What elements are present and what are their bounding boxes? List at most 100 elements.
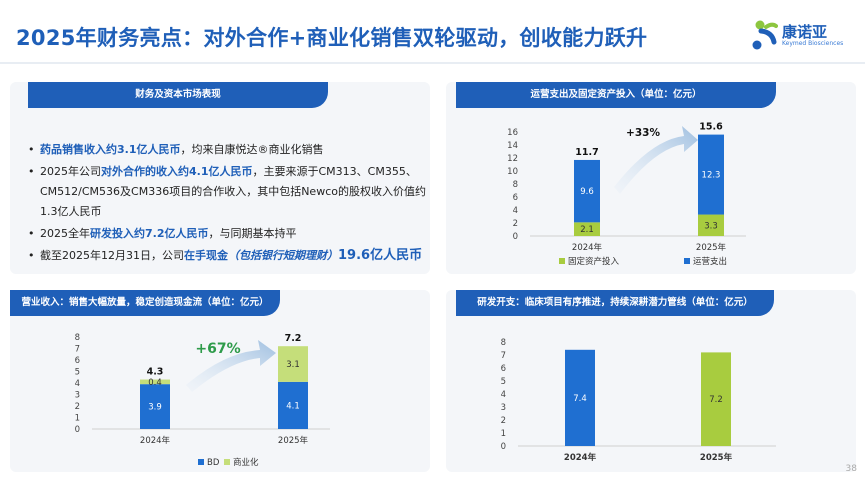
bar-value-label: 0.4 xyxy=(148,378,162,388)
y-tick-label: 8 xyxy=(513,180,518,190)
y-tick-label: 6 xyxy=(75,356,80,366)
panel-rd: 研发开支：临床项目有序推进，持续深耕潜力管线（单位：亿元） 0 1 2 3 4 5 6 7 8 7… xyxy=(446,290,856,472)
y-tick-label: 4 xyxy=(501,390,506,400)
legend-swatch xyxy=(684,258,690,264)
logo-name: 康诺亚 xyxy=(782,23,828,41)
company-logo: 康诺亚 Keymed Biosciences xyxy=(752,14,852,58)
bar-value-label: 9.6 xyxy=(580,187,594,197)
legend-label: 固定资产投入 xyxy=(568,256,620,267)
x-tick-label: 2024年 xyxy=(572,242,603,253)
legend-label: BD xyxy=(207,458,220,468)
bar-value-label: 7.2 xyxy=(709,395,723,405)
logo-subtitle: Keymed Biosciences xyxy=(782,40,844,47)
bar-value-label: 3.9 xyxy=(148,403,162,413)
bullet-cash-highlight: 在手现金 xyxy=(184,249,228,262)
x-tick-label: 2025年 xyxy=(696,242,727,253)
y-tick-label: 1 xyxy=(501,429,506,439)
bullet-collab-pre: 2025年公司 xyxy=(40,165,101,178)
header-divider xyxy=(0,62,865,64)
bullet-rd-highlight: 研发投入约7.2亿人民币 xyxy=(90,227,209,240)
legend-swatch xyxy=(559,258,565,264)
bullet-rd-text: ，与同期基本持平 xyxy=(208,227,297,240)
bar-value-label: 3.3 xyxy=(704,221,718,231)
bar-BD xyxy=(140,384,170,429)
y-tick-label: 2 xyxy=(75,402,80,412)
panel-financial: 财务及资本市场表现 药品销售收入约3.1亿人民币，均来自康悦达®商业化销售 20… xyxy=(10,82,430,274)
bar-total-label: 4.3 xyxy=(147,367,164,378)
bar-value-label: 12.3 xyxy=(702,171,721,181)
bullet-cash-pre: 截至2025年12月31日，公司 xyxy=(40,249,184,262)
y-tick-label: 7 xyxy=(501,351,506,361)
legend-label: 商业化 xyxy=(233,457,259,468)
bullet-collab-highlight: 对外合作的收入约4.1亿人民币 xyxy=(101,165,253,178)
legend-label: 运营支出 xyxy=(693,256,727,267)
panel-opex: 运营支出及固定资产投入（单位：亿元） 0 2 4 6 8 10 12 14 16 2.1 9.6 11… xyxy=(446,82,856,274)
bar-value-label: 3.1 xyxy=(286,360,300,370)
bar-value-label: 7.4 xyxy=(573,394,587,404)
bullet-collab-text: ，主要来源于CM313、CM355、CM512/CM536及CM336项目的合作… xyxy=(40,165,426,218)
y-tick-label: 3 xyxy=(75,391,80,401)
bar-固定资产投入 xyxy=(698,214,724,236)
bullet-sales: 药品销售收入约3.1亿人民币，均来自康悦达®商业化销售 xyxy=(28,140,428,160)
logo-mark-icon xyxy=(752,20,778,50)
revenue-chart: 01 23 45 67 8 3.9 0.44.3 2024年 4.1 3.1 7.2 2025年 BD 商… xyxy=(75,333,330,468)
y-tick-label: 0 xyxy=(501,442,506,452)
bar xyxy=(565,349,595,446)
y-tick-label: 14 xyxy=(507,141,518,151)
x-tick-label: 2025年 xyxy=(278,435,309,446)
bullet-collab: 2025年公司对外合作的收入约4.1亿人民币，主要来源于CM313、CM355、… xyxy=(28,162,428,222)
bar-total-label: 15.6 xyxy=(699,122,723,133)
y-tick-label: 5 xyxy=(501,377,506,387)
bullet-sales-highlight: 药品销售收入约3.1亿人民币 xyxy=(40,143,181,156)
bar-value-label: 4.1 xyxy=(286,401,300,411)
panel-revenue-title: 营业收入：销售大幅放量，稳定创造现金流（单位：亿元） xyxy=(10,290,280,316)
bar-BD xyxy=(278,381,308,429)
panel-revenue: 营业收入：销售大幅放量，稳定创造现金流（单位：亿元） 0 1 2 3 4 5 6 7 8 3.9 0… xyxy=(10,290,430,472)
panel-opex-title: 运营支出及固定资产投入（单位：亿元） xyxy=(456,82,776,108)
y-tick-label: 7 xyxy=(75,345,80,355)
bullet-sales-text: ，均来自康悦达®商业化销售 xyxy=(180,143,324,156)
bullet-cash-amount: 19.6亿人民币 xyxy=(338,248,423,263)
y-tick-label: 6 xyxy=(501,364,506,374)
y-tick-label: 10 xyxy=(507,167,518,177)
y-tick-label: 6 xyxy=(513,193,518,203)
page-title: 2025年财务亮点：对外合作+商业化销售双轮驱动，创收能力跃升 xyxy=(16,26,648,50)
growth-label-opex: +33% xyxy=(626,127,660,139)
bar-运营支出 xyxy=(698,134,724,215)
bar-total-label: 11.7 xyxy=(575,147,598,158)
bar xyxy=(701,352,731,446)
panel-financial-title: 财务及资本市场表现 xyxy=(28,82,328,108)
growth-arrow-opex xyxy=(614,126,698,194)
x-tick-label: 2024年 xyxy=(564,452,597,463)
y-tick-label: 5 xyxy=(75,368,80,378)
bar-商业化 xyxy=(278,346,308,382)
y-tick-label: 2 xyxy=(513,219,518,229)
growth-arrow-revenue xyxy=(186,340,276,392)
y-tick-label: 4 xyxy=(75,379,80,389)
bullet-rd-pre: 2025全年 xyxy=(40,227,90,240)
y-tick-label: 0 xyxy=(75,425,80,435)
y-tick-label: 12 xyxy=(507,154,518,164)
bar-商业化 xyxy=(140,379,170,385)
financial-bullets: 药品销售收入约3.1亿人民币，均来自康悦达®商业化销售 2025年公司对外合作的… xyxy=(28,140,428,268)
bar-固定资产投入 xyxy=(574,222,600,236)
bar-value-label: 2.1 xyxy=(580,225,594,235)
opex-chart: 0 2 4 6 8 10 12 14 16 2.1 9.6 11.7 2024年 3.3 12.3 15.6 2… xyxy=(507,122,746,267)
bullet-rd: 2025全年研发投入约7.2亿人民币，与同期基本持平 xyxy=(28,224,428,244)
legend-swatch xyxy=(198,459,204,465)
growth-label-revenue: +67% xyxy=(195,341,240,357)
bar-运营支出 xyxy=(574,159,600,223)
bullet-cash: 截至2025年12月31日，公司在手现金（包括银行短期理财）19.6亿人民币 xyxy=(28,246,428,266)
y-tick-label: 4 xyxy=(513,206,518,216)
legend-swatch xyxy=(224,459,230,465)
x-tick-label: 2024年 xyxy=(140,435,171,446)
bullet-cash-note: （包括银行短期理财） xyxy=(228,249,338,262)
y-tick-label: 2 xyxy=(501,416,506,426)
y-tick-label: 1 xyxy=(75,414,80,424)
page-number: 38 xyxy=(845,464,857,474)
bar-total-label: 7.2 xyxy=(285,333,302,344)
y-tick-label: 8 xyxy=(75,333,80,343)
y-tick-label: 3 xyxy=(501,403,506,413)
panel-rd-title: 研发开支：临床项目有序推进，持续深耕潜力管线（单位：亿元） xyxy=(456,290,774,316)
y-tick-label: 16 xyxy=(507,128,518,138)
